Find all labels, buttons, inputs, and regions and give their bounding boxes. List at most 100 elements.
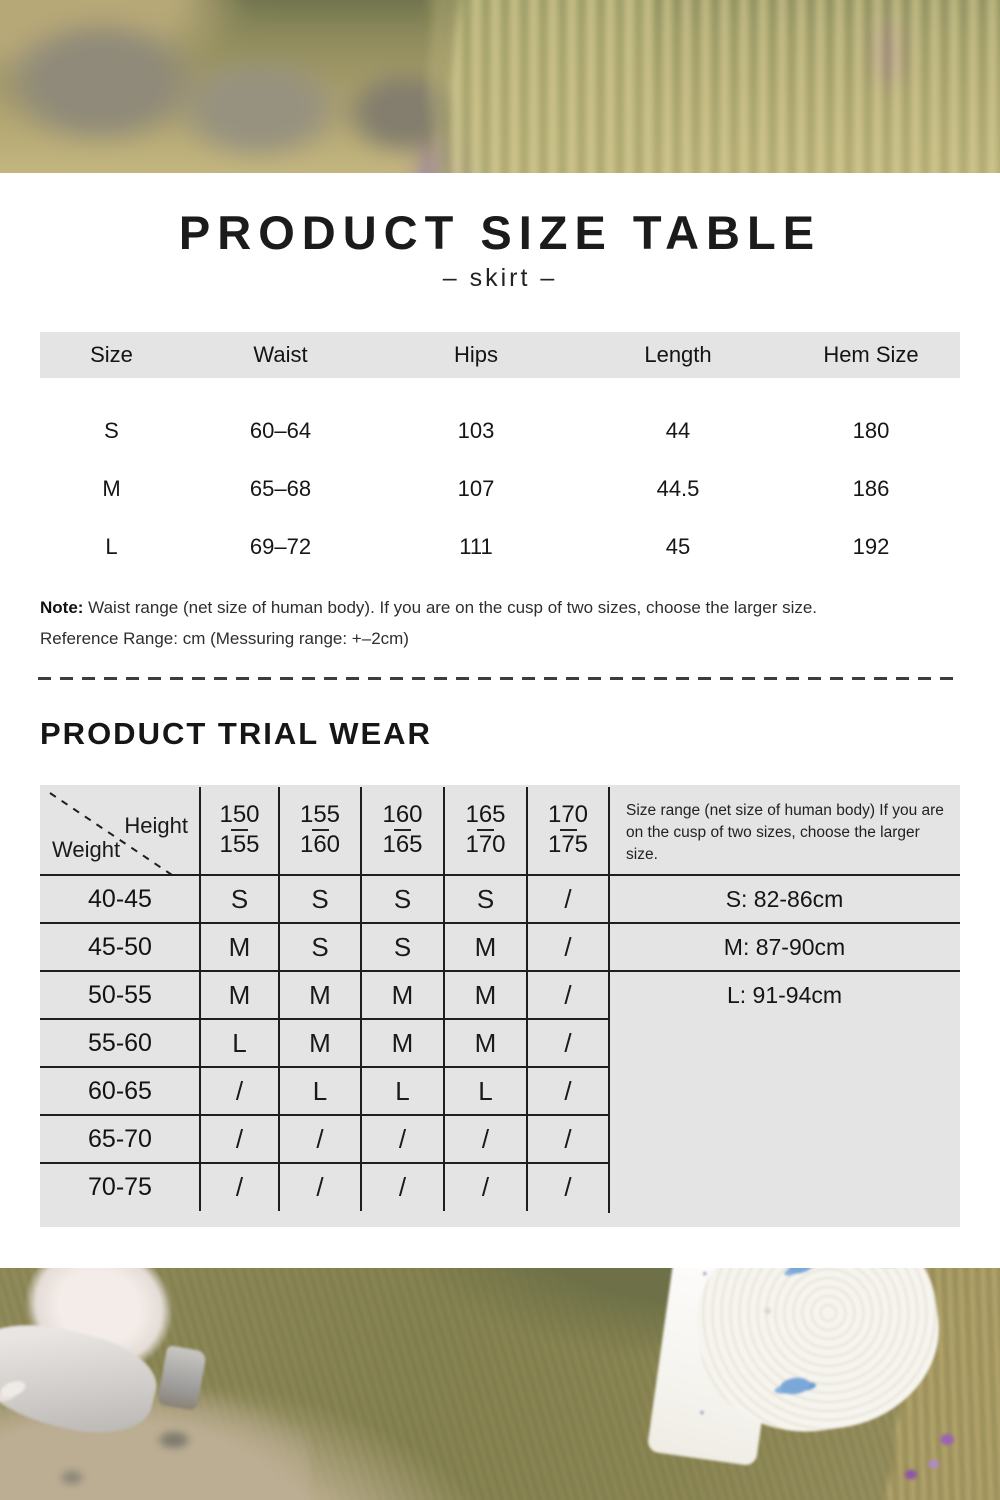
height-range-cell: 155 160 — [279, 785, 361, 875]
range-dash — [311, 829, 329, 831]
range-dash — [231, 829, 248, 831]
trial-size-cell: S — [311, 883, 329, 914]
height-range-top: 170 — [547, 801, 589, 828]
trial-size-cell: / — [564, 1123, 572, 1154]
shoe-heel — [157, 1344, 207, 1412]
trial-wear-table: Height Weight 150 155 155 160 160 165 165 170 17… — [40, 785, 960, 1227]
corner-height-label: Height — [124, 813, 188, 838]
range-dash — [477, 829, 494, 831]
height-range-bottom: 160 — [299, 831, 341, 858]
height-range-top: 155 — [299, 801, 341, 828]
size-table-header-cell: Size — [90, 342, 133, 367]
trial-size-cell: / — [481, 1171, 490, 1202]
trial-size-cell: M — [228, 931, 251, 962]
size-table-body: S 60–64 103 44 180 M 65–68 107 44.5 186 L 69–72 111 4… — [40, 402, 960, 576]
size-table-cell: 45 — [665, 534, 691, 559]
trial-size-cell: S — [476, 883, 495, 914]
size-table-cell: 103 — [457, 418, 495, 443]
height-range-bottom: 170 — [465, 831, 506, 858]
trial-size-cell: L — [478, 1075, 493, 1106]
purple-flowers — [884, 1422, 974, 1492]
trial-size-cell: / — [316, 1123, 324, 1154]
trial-size-cell: / — [398, 1123, 407, 1154]
trial-size-panel: Size range (net size of human body) If y… — [609, 785, 960, 1227]
weight-range-cell: 50-55 — [88, 980, 152, 1009]
height-range-cell: 160 165 — [361, 785, 444, 875]
height-range-top: 160 — [382, 801, 423, 828]
range-dash — [559, 829, 577, 831]
footer-photo — [0, 1268, 1000, 1500]
trial-size-cell: L — [312, 1075, 328, 1106]
weight-range-cell: 70-75 — [88, 1172, 152, 1201]
trial-size-cell: / — [564, 1027, 572, 1058]
size-table-cell: 186 — [852, 476, 890, 501]
note-text: Waist range (net size of human body). If… — [83, 598, 818, 617]
weight-range-cell: 60-65 — [88, 1076, 152, 1105]
trial-size-cell: S — [393, 931, 412, 962]
size-table-row: S 60–64 103 44 180 — [40, 402, 960, 460]
size-table-cell: S — [104, 418, 119, 443]
height-range-cell: 150 155 — [200, 785, 279, 875]
trial-size-cell: / — [235, 1123, 244, 1154]
trial-size-cell: / — [316, 1171, 324, 1202]
trial-size-cell: / — [564, 1171, 572, 1202]
height-range-cell: 170 175 — [527, 785, 609, 875]
size-table-cell: 111 — [459, 534, 493, 559]
corner-weight-label: Weight — [52, 837, 121, 862]
height-range-bottom: 155 — [219, 831, 260, 858]
trial-size-cell: M — [474, 1027, 497, 1058]
height-range-top: 165 — [465, 801, 506, 828]
trial-size-cell: M — [474, 931, 497, 962]
weight-range-cell: 65-70 — [88, 1124, 152, 1153]
weight-range-cell: 40-45 — [88, 884, 152, 913]
size-note: Note: Waist range (net size of human bod… — [40, 592, 960, 654]
trial-size-cell: / — [481, 1123, 490, 1154]
trial-size-cell: / — [564, 931, 572, 962]
size-table-cell: 60–64 — [249, 418, 312, 443]
page-title: PRODUCT SIZE TABLE — [178, 206, 822, 259]
size-table-cell: 44.5 — [656, 476, 700, 501]
size-table-cell: 44 — [665, 418, 691, 443]
trial-size-cell: M — [309, 1027, 331, 1058]
size-table-header-cell: Hips — [453, 342, 498, 367]
trial-size-cell: M — [391, 979, 414, 1010]
trial-size-cell: / — [564, 979, 572, 1010]
size-table-row: M 65–68 107 44.5 186 — [40, 460, 960, 518]
size-table-header: Size Waist Hips Length Hem Size — [40, 332, 960, 378]
trial-size-cell: L — [232, 1027, 247, 1058]
trial-size-cell: M — [228, 979, 251, 1010]
size-table-cell: 107 — [457, 476, 495, 501]
trial-wear-heading: PRODUCT TRIAL WEAR — [40, 716, 432, 751]
weight-range-cell: 55-60 — [88, 1028, 152, 1057]
panel-size-row: L: 91-94cm — [726, 981, 843, 1008]
hero-photo-grass-right — [437, 0, 1000, 173]
size-note-line2: Reference Range: cm (Messuring range: +–… — [40, 629, 409, 648]
trial-size-cell: / — [564, 883, 572, 914]
panel-size-row: S: 82-86cm — [725, 885, 844, 912]
size-table-header-cell: Length — [644, 342, 712, 367]
size-table-cell: 192 — [852, 534, 890, 559]
trial-size-cell: M — [391, 1027, 414, 1058]
corner-diagonal-line — [49, 792, 173, 876]
height-range-top: 150 — [219, 801, 260, 828]
panel-size-row: M: 87-90cm — [723, 933, 846, 960]
trial-size-cell: S — [393, 883, 412, 914]
trial-grid: Height Weight 150 155 155 160 160 165 165 170 17… — [40, 785, 609, 1211]
size-table-header-cell: Hem Size — [823, 342, 919, 367]
size-table-cell: M — [102, 476, 121, 501]
size-table-cell: 69–72 — [249, 534, 312, 559]
size-table-row: L 69–72 111 45 192 — [40, 518, 960, 576]
trial-corner-cell: Height Weight — [40, 785, 200, 875]
trial-size-cell: / — [564, 1075, 572, 1106]
white-shoe-image — [0, 1268, 236, 1448]
trial-size-cell: / — [235, 1171, 244, 1202]
size-note-line1: Note: Waist range (net size of human bod… — [40, 592, 960, 623]
height-range-bottom: 165 — [382, 831, 423, 858]
trial-size-cell: / — [398, 1171, 407, 1202]
dashed-divider — [38, 677, 962, 680]
trial-table-gridlines — [40, 787, 960, 1213]
trial-size-panel-note: Size range (net size of human body) If y… — [626, 802, 944, 863]
hero-photo — [0, 0, 1000, 173]
trial-size-cell: M — [309, 979, 331, 1010]
size-table-cell: 180 — [852, 418, 890, 443]
